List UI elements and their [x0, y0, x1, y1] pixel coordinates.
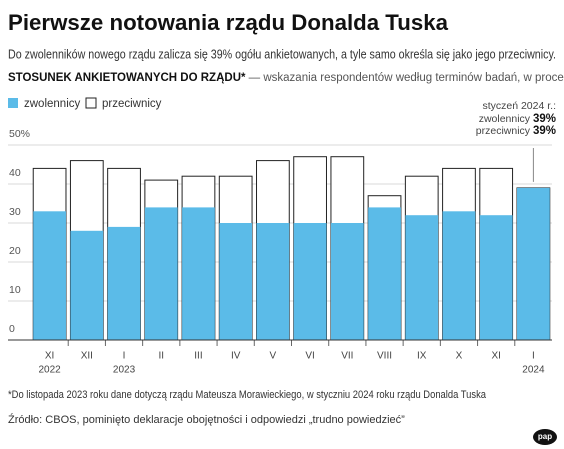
annotation-value: 39% — [533, 113, 556, 125]
footnote: *Do listopada 2023 roku dane dotyczą rzą… — [8, 389, 487, 401]
annotation-line: przeciwnicy 39% — [476, 125, 556, 137]
y-tick-label: 50% — [9, 128, 30, 140]
x-tick-label: XI — [45, 351, 54, 362]
bar-supporters — [144, 207, 178, 340]
bar-supporters — [479, 215, 513, 340]
y-tick-label: 30 — [9, 206, 21, 218]
y-tick-label: 40 — [9, 167, 21, 179]
bar-supporters — [219, 223, 253, 340]
y-tick-label: 20 — [9, 245, 21, 257]
chart-label-main: STOSUNEK ANKIETOWANYCH DO RZĄDU* — [8, 72, 246, 84]
source: Źródło: CBOS, pominięto deklaracje oboję… — [8, 413, 405, 426]
bar-supporters — [70, 230, 104, 340]
bar-supporters — [368, 207, 401, 340]
bar-supporters — [256, 223, 290, 340]
bar-supporters — [517, 187, 550, 340]
bar-supporters — [33, 211, 66, 340]
x-tick-label: XII — [81, 351, 93, 362]
x-tick-label: IV — [231, 351, 241, 362]
bar-supporters — [293, 223, 327, 340]
annotation-title: styczeń 2024 r.: — [482, 100, 556, 112]
bar-supporters — [107, 226, 141, 340]
x-year-label: 2023 — [113, 365, 136, 376]
x-tick-label: VI — [305, 351, 314, 362]
logo: pap — [533, 429, 557, 445]
x-tick-label: XI — [491, 351, 500, 362]
x-year-label: 2022 — [38, 365, 61, 376]
chart-label: STOSUNEK ANKIETOWANYCH DO RZĄDU* — wskaz… — [8, 72, 564, 84]
bar-supporters — [330, 223, 364, 340]
chart-title: Pierwsze notowania rządu Donalda Tuska — [8, 10, 449, 35]
x-tick-label: II — [158, 351, 164, 362]
x-year-label: 2024 — [522, 365, 545, 376]
x-tick-label: III — [194, 351, 202, 362]
subtitle: Do zwolenników nowego rządu zalicza się … — [8, 47, 556, 61]
x-tick-label: V — [270, 351, 277, 362]
legend-swatch — [85, 97, 97, 109]
y-tick-label: 10 — [9, 284, 21, 296]
x-tick-label: VII — [341, 351, 353, 362]
bar-supporters — [442, 211, 476, 340]
annotation-line: zwolennicy 39% — [479, 113, 556, 125]
annotation-value: 39% — [533, 125, 556, 137]
legend-label: przeciwnicy — [102, 98, 162, 110]
x-tick-label: X — [456, 351, 463, 362]
annotation-name: przeciwnicy — [476, 125, 531, 137]
svg-text:pap: pap — [538, 432, 552, 441]
x-tick-label: VIII — [377, 351, 392, 362]
annotation-name: zwolennicy — [479, 113, 531, 125]
y-tick-label: 0 — [9, 323, 15, 335]
x-tick-label: I — [123, 351, 126, 362]
bar-supporters — [182, 207, 215, 340]
legend-label: zwolennicy — [24, 98, 80, 110]
x-tick-label: I — [532, 351, 535, 362]
bar-supporters — [405, 215, 439, 340]
chart-label-note: — wskazania respondentów według terminów… — [245, 72, 564, 84]
legend-swatch — [8, 98, 18, 108]
x-tick-label: IX — [417, 351, 427, 362]
